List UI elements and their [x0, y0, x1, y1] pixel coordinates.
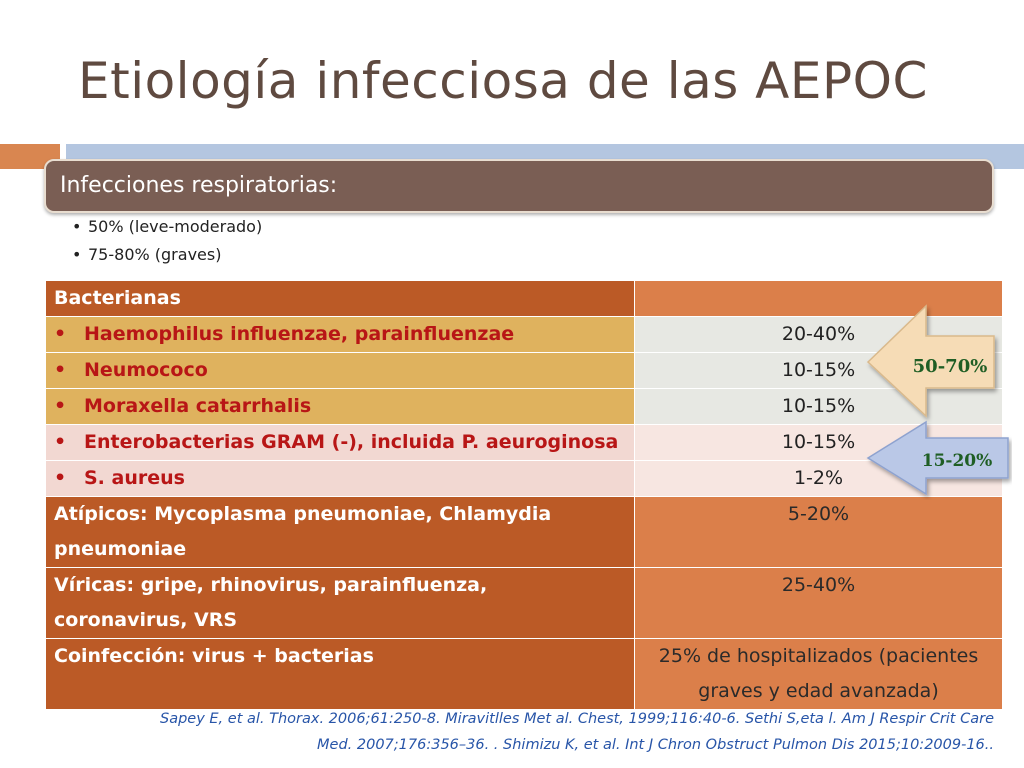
- pathogen-cell: • Neumococo: [45, 352, 635, 389]
- reference-citation: Sapey E, et al. Thorax. 2006;61:250-8. M…: [34, 706, 994, 758]
- arrow-shape: [866, 304, 995, 418]
- bullet-list: • 50% (leve-moderado) • 75-80% (graves): [72, 214, 262, 270]
- atipicos-cell: Atípicos: Mycoplasma pneumoniae, Chlamyd…: [45, 496, 635, 568]
- bacterianas-value-cell: [634, 280, 1003, 317]
- pathogen-cell: • Enterobacterias GRAM (-), incluida P. a…: [45, 424, 635, 461]
- bullet-dot-icon: •: [54, 431, 67, 453]
- bullet-text: 75-80% (graves): [88, 245, 222, 264]
- table-row: Víricas: gripe, rhinovirus, parainfluenz…: [45, 567, 1003, 639]
- section-header-bar: Infecciones respiratorias:: [44, 159, 994, 213]
- pathogen-name: Neumococo: [84, 359, 208, 381]
- arrow-label: 15-20%: [922, 451, 993, 471]
- coinfeccion-cell: Coinfección: virus + bacterias: [45, 638, 635, 710]
- bullet-item: • 50% (leve-moderado): [72, 214, 262, 242]
- bullet-dot-icon: •: [54, 467, 67, 489]
- atipicos-value-cell: 5-20%: [634, 496, 1003, 568]
- bacterianas-header-cell: Bacterianas: [45, 280, 635, 317]
- coinfeccion-value-cell: 25% de hospitalizados (pacientes graves …: [634, 638, 1003, 710]
- reference-line-2: Med. 2007;176:356–36. . Shimizu K, et al…: [317, 737, 994, 753]
- table-row: • Neumococo 10-15%: [45, 352, 1003, 389]
- bullet-dot-icon: •: [72, 217, 82, 236]
- arrow-shape: [866, 420, 1009, 496]
- bullet-dot-icon: •: [72, 245, 82, 264]
- reference-line-1: Sapey E, et al. Thorax. 2006;61:250-8. M…: [159, 711, 994, 727]
- pathogen-name: Haemophilus influenzae, parainfluenzae: [84, 323, 515, 345]
- pathogen-name: S. aureus: [84, 467, 185, 489]
- pathogen-name: Moraxella catarrhalis: [84, 395, 312, 417]
- table-row: • Haemophilus influenzae, parainfluenzae …: [45, 316, 1003, 353]
- table-row: Bacterianas: [45, 280, 1003, 317]
- bullet-item: • 75-80% (graves): [72, 242, 262, 270]
- table-row: • Moraxella catarrhalis 10-15%: [45, 388, 1003, 425]
- table-row: Coinfección: virus + bacterias 25% de ho…: [45, 638, 1003, 710]
- bullet-dot-icon: •: [54, 395, 67, 417]
- etiology-table: Bacterianas • Haemophilus influenzae, par…: [45, 280, 1003, 710]
- pathogen-cell: • S. aureus: [45, 460, 635, 497]
- pathogen-name: Enterobacterias GRAM (-), incluida P. ae…: [84, 431, 619, 453]
- arrow-label: 50-70%: [913, 356, 988, 377]
- slide-title: Etiología infecciosa de las AEPOC: [78, 52, 928, 110]
- pathogen-cell: • Haemophilus influenzae, parainfluenzae: [45, 316, 635, 353]
- bullet-dot-icon: •: [54, 323, 67, 345]
- bullet-text: 50% (leve-moderado): [88, 217, 263, 236]
- percent-cell: 10-15%: [634, 388, 1003, 425]
- bullet-dot-icon: •: [54, 359, 67, 381]
- section-header-label: Infecciones respiratorias:: [60, 173, 338, 198]
- viricas-value-cell: 25-40%: [634, 567, 1003, 639]
- table-row: • Enterobacterias GRAM (-), incluida P. a…: [45, 424, 1003, 461]
- viricas-cell: Víricas: gripe, rhinovirus, parainfluenz…: [45, 567, 635, 639]
- pathogen-cell: • Moraxella catarrhalis: [45, 388, 635, 425]
- table-row: • S. aureus 1-2%: [45, 460, 1003, 497]
- table-row: Atípicos: Mycoplasma pneumoniae, Chlamyd…: [45, 496, 1003, 568]
- arrow-50-70-icon: 50-70%: [866, 304, 995, 418]
- arrow-15-20-icon: 15-20%: [866, 420, 1009, 496]
